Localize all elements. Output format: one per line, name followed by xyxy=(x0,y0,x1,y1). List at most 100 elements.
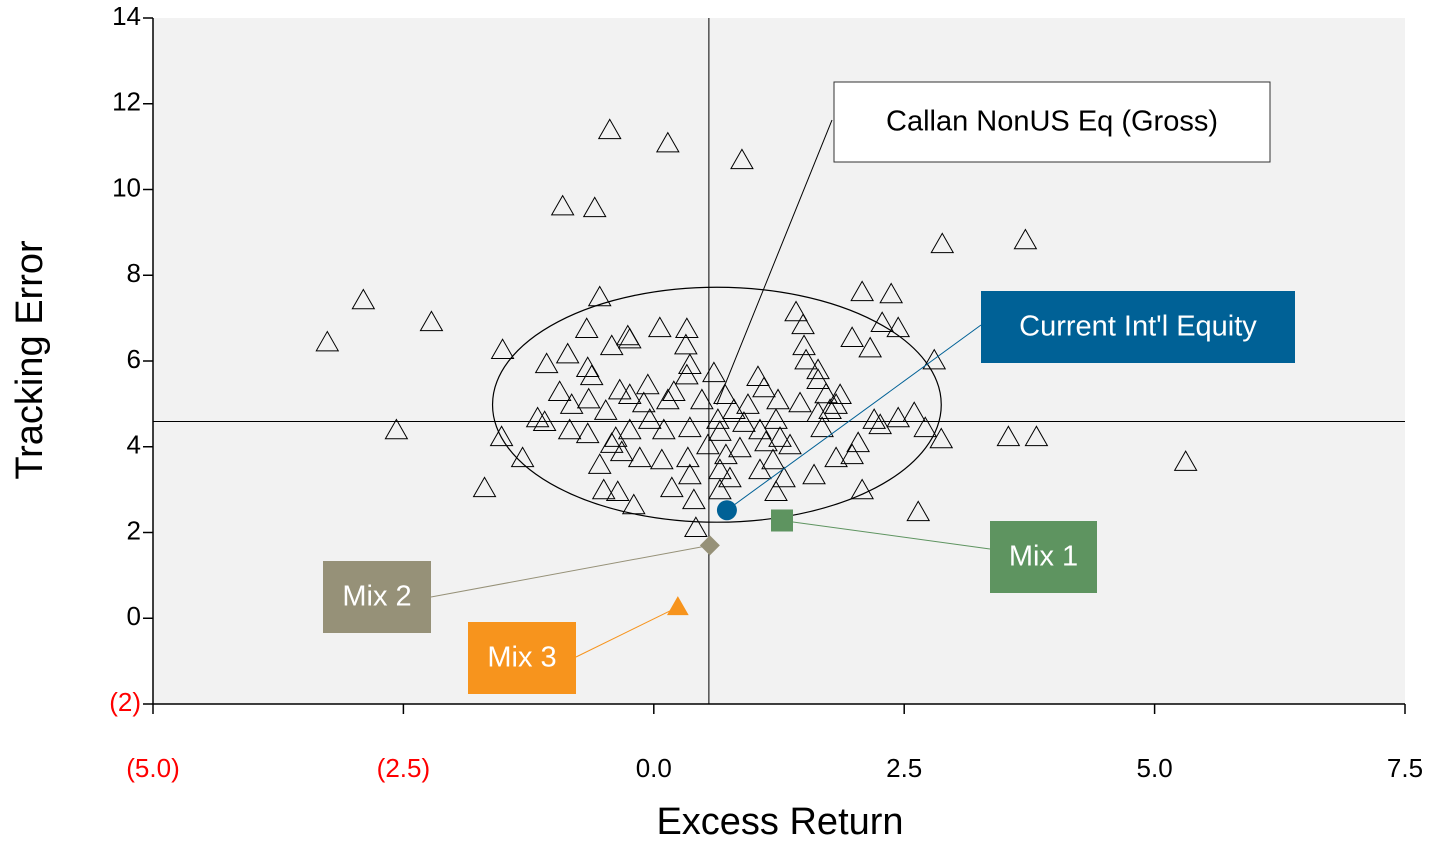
triangle-marker xyxy=(886,316,911,338)
triangle-marker xyxy=(794,348,818,370)
triangle-marker xyxy=(690,388,714,410)
label-box xyxy=(323,561,431,633)
triangle-marker xyxy=(902,401,927,423)
triangle-marker xyxy=(778,433,802,455)
x-tick-label: 7.5 xyxy=(1387,753,1423,783)
triangle-marker xyxy=(772,466,796,488)
x-axis-title: Excess Return xyxy=(656,801,903,843)
triangle-marker xyxy=(732,411,756,432)
triangle-marker xyxy=(684,516,708,537)
triangle-marker xyxy=(840,443,864,465)
triangle-marker xyxy=(806,368,830,390)
y-tick-label: 10 xyxy=(112,172,141,202)
triangle-marker xyxy=(828,383,852,405)
triangle-marker xyxy=(675,446,700,468)
triangle-marker xyxy=(472,476,497,498)
triangle-marker xyxy=(635,373,660,395)
triangle-marker xyxy=(858,336,883,358)
triangle-marker xyxy=(489,425,514,447)
triangle-marker xyxy=(1173,450,1198,471)
triangle-marker xyxy=(708,478,732,500)
triangle-marker xyxy=(806,358,830,380)
triangle-marker xyxy=(599,432,624,453)
triangle-marker xyxy=(384,418,409,440)
triangle-marker xyxy=(617,327,642,349)
triangle-marker xyxy=(674,363,699,385)
triangle-marker xyxy=(870,311,895,333)
triangle-marker xyxy=(752,376,776,398)
series-label: Mix 2 xyxy=(342,581,411,613)
triangle-marker xyxy=(996,425,1021,447)
triangle-marker xyxy=(579,364,604,386)
triangle-marker xyxy=(748,458,772,480)
triangle-marker xyxy=(582,196,607,218)
triangle-marker xyxy=(621,493,646,515)
label-box xyxy=(981,291,1295,363)
triangle-marker xyxy=(647,316,672,338)
triangle-marker xyxy=(674,317,699,339)
leader-line xyxy=(575,606,679,658)
y-tick-label: 2 xyxy=(127,515,141,545)
triangle-marker xyxy=(930,232,955,254)
triangle-marker xyxy=(655,388,680,410)
triangle-marker xyxy=(591,478,616,500)
y-axis-title: Tracking Error xyxy=(9,240,51,480)
triangle-marker xyxy=(824,446,848,468)
triangle-marker xyxy=(818,398,842,420)
triangle-marker xyxy=(702,361,726,383)
triangle-marker xyxy=(850,478,874,500)
circle-marker xyxy=(716,500,737,521)
triangle-marker xyxy=(810,416,834,438)
triangle-marker xyxy=(677,463,702,485)
triangle-marker xyxy=(605,480,630,501)
triangle-marker xyxy=(666,596,689,616)
triangle-marker xyxy=(696,433,720,455)
x-tick-label: 0.0 xyxy=(636,753,672,783)
triangle-marker xyxy=(1024,425,1049,447)
triangle-marker xyxy=(651,418,676,440)
triangle-marker xyxy=(730,148,754,170)
triangle-marker xyxy=(677,416,702,438)
leader-line xyxy=(716,119,833,405)
triangle-marker xyxy=(547,380,572,402)
series-label: Current Int'l Equity xyxy=(1019,311,1257,343)
triangle-marker xyxy=(862,408,887,429)
triangle-marker xyxy=(713,383,737,405)
triangle-marker xyxy=(806,401,830,423)
triangle-marker xyxy=(559,393,584,414)
label-box xyxy=(990,521,1097,593)
triangle-marker xyxy=(673,333,698,355)
triangle-marker xyxy=(575,356,600,378)
triangle-marker xyxy=(631,391,656,413)
triangle-marker xyxy=(764,408,788,429)
triangle-marker xyxy=(649,448,674,470)
triangle-marker xyxy=(913,416,938,438)
triangle-marker xyxy=(802,463,826,485)
triangle-marker xyxy=(788,391,812,413)
triangle-marker xyxy=(677,353,702,375)
x-tick-label: (5.0) xyxy=(126,753,179,783)
triangle-marker xyxy=(534,352,559,374)
triangle-marker xyxy=(929,427,954,449)
triangle-marker xyxy=(764,480,788,501)
triangle-marker xyxy=(593,399,618,420)
triangle-marker xyxy=(490,338,515,360)
square-marker xyxy=(771,509,794,532)
triangle-marker xyxy=(607,378,632,400)
triangle-marker xyxy=(576,387,601,409)
triangle-marker xyxy=(627,446,652,468)
triangle-marker xyxy=(659,476,684,498)
triangle-marker xyxy=(748,418,772,440)
triangle-marker xyxy=(1013,228,1038,250)
triangle-marker xyxy=(879,282,904,304)
leader-line xyxy=(781,519,991,550)
triangle-marker xyxy=(761,448,785,470)
y-tick-label: 8 xyxy=(127,258,141,288)
triangle-marker xyxy=(754,430,778,452)
triangle-marker xyxy=(718,466,742,488)
triangle-marker xyxy=(550,194,575,216)
triangle-marker xyxy=(655,131,680,153)
triangle-marker xyxy=(682,488,706,510)
triangle-marker xyxy=(599,334,624,356)
